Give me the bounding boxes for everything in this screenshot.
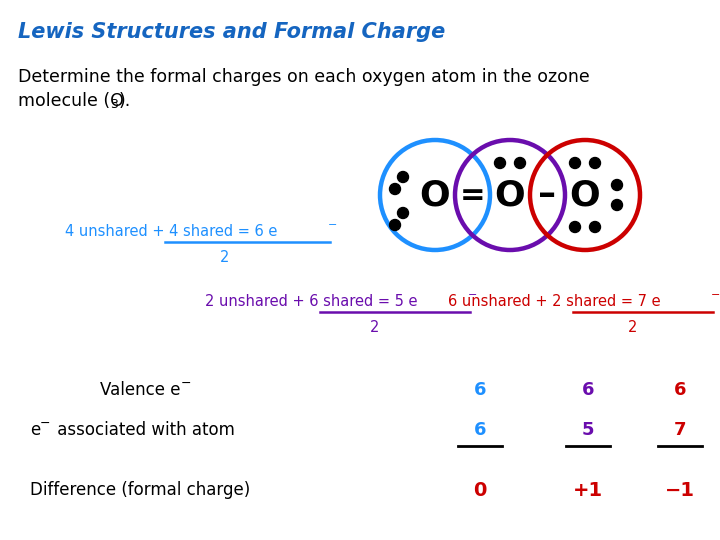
Circle shape [590, 158, 600, 168]
Text: Difference (formal charge): Difference (formal charge) [30, 481, 251, 499]
Text: 2 unshared + 6 shared = 5 e: 2 unshared + 6 shared = 5 e [205, 294, 418, 309]
Text: −: − [181, 376, 192, 389]
Text: ).: ). [119, 92, 131, 110]
Circle shape [390, 184, 400, 194]
Circle shape [495, 158, 505, 168]
Circle shape [397, 172, 408, 183]
Text: 3: 3 [110, 98, 118, 111]
Circle shape [397, 207, 408, 219]
Circle shape [390, 219, 400, 231]
Text: Lewis Structures and Formal Charge: Lewis Structures and Formal Charge [18, 22, 445, 42]
Circle shape [611, 199, 623, 211]
Text: 6 unshared + 2 shared = 7 e: 6 unshared + 2 shared = 7 e [448, 294, 661, 309]
Text: Valence e: Valence e [99, 381, 180, 399]
Text: molecule (O: molecule (O [18, 92, 124, 110]
Text: −: − [40, 416, 50, 429]
Text: 4 unshared + 4 shared = 6 e: 4 unshared + 4 shared = 6 e [65, 225, 277, 240]
Text: 6: 6 [582, 381, 594, 399]
Text: =: = [459, 180, 485, 210]
Text: O: O [570, 178, 600, 212]
Text: 0: 0 [473, 481, 487, 500]
Text: 2: 2 [629, 321, 638, 335]
Text: e: e [30, 421, 40, 439]
Text: −1: −1 [665, 481, 695, 500]
Text: associated with atom: associated with atom [52, 421, 235, 439]
Text: −: − [711, 290, 720, 300]
Text: –: – [539, 178, 557, 212]
Circle shape [570, 221, 580, 233]
Text: 2: 2 [220, 251, 230, 266]
Text: +1: +1 [573, 481, 603, 500]
Text: −: − [468, 290, 477, 300]
Text: 6: 6 [474, 381, 486, 399]
Text: −: − [328, 220, 338, 230]
Text: Determine the formal charges on each oxygen atom in the ozone: Determine the formal charges on each oxy… [18, 68, 590, 86]
Text: 5: 5 [582, 421, 594, 439]
Text: O: O [495, 178, 526, 212]
Text: 6: 6 [674, 381, 686, 399]
Circle shape [570, 158, 580, 168]
Text: 6: 6 [474, 421, 486, 439]
Text: 7: 7 [674, 421, 686, 439]
Text: O: O [420, 178, 451, 212]
Circle shape [515, 158, 526, 168]
Text: 2: 2 [370, 321, 379, 335]
Circle shape [590, 221, 600, 233]
Circle shape [611, 179, 623, 191]
